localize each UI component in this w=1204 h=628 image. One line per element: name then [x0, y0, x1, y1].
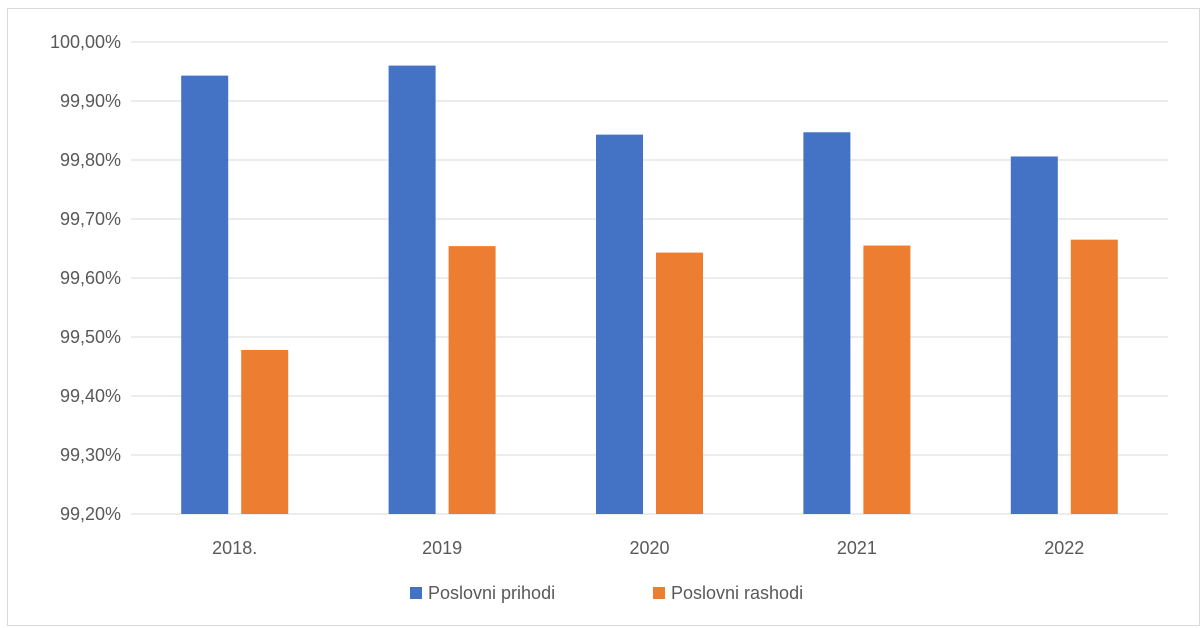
bar-poslovni-prihodi-0: [181, 75, 229, 514]
y-axis-tick-labels: 99,20% 99,30% 99,40% 99,50% 99,60% 99,70% 99,8…: [50, 32, 121, 524]
x-axis-tick-labels: 2018. 2019 2020 2021 2022: [212, 538, 1084, 558]
bar-poslovni-prihodi-1: [388, 65, 436, 514]
y-tick-label: 100,00%: [50, 32, 121, 52]
bar-poslovni-prihodi-3: [803, 132, 851, 514]
y-tick-label: 99,60%: [60, 268, 121, 288]
x-tick-label: 2018.: [212, 538, 257, 558]
y-tick-label: 99,40%: [60, 386, 121, 406]
bar-poslovni-rashodi-1: [448, 246, 496, 514]
legend-label: Poslovni rashodi: [671, 583, 803, 603]
bar-poslovni-prihodi-4: [1010, 156, 1058, 514]
x-tick-label: 2020: [629, 538, 669, 558]
legend-label: Poslovni prihodi: [428, 583, 555, 603]
gridlines: [131, 41, 1168, 515]
bar-poslovni-prihodi-2: [596, 134, 643, 514]
legend-swatch: [653, 587, 665, 599]
x-tick-label: 2019: [422, 538, 462, 558]
bars: [181, 65, 1118, 515]
chart-container: 99,20% 99,30% 99,40% 99,50% 99,60% 99,70% 99,8…: [7, 8, 1200, 626]
bar-poslovni-rashodi-2: [656, 252, 703, 514]
y-tick-label: 99,90%: [60, 91, 121, 111]
y-tick-label: 99,80%: [60, 150, 121, 170]
y-tick-label: 99,30%: [60, 445, 121, 465]
bar-poslovni-rashodi-4: [1070, 239, 1118, 514]
bar-poslovni-rashodi-3: [863, 245, 911, 515]
x-tick-label: 2021: [837, 538, 877, 558]
x-tick-label: 2022: [1044, 538, 1084, 558]
bar-chart: 99,20% 99,30% 99,40% 99,50% 99,60% 99,70% 99,8…: [50, 32, 1168, 603]
y-tick-label: 99,70%: [60, 209, 121, 229]
legend-swatch: [410, 587, 422, 599]
bar-poslovni-rashodi-0: [241, 349, 289, 514]
y-tick-label: 99,20%: [60, 504, 121, 524]
legend: Poslovni prihodi Poslovni rashodi: [410, 583, 803, 603]
y-tick-label: 99,50%: [60, 327, 121, 347]
